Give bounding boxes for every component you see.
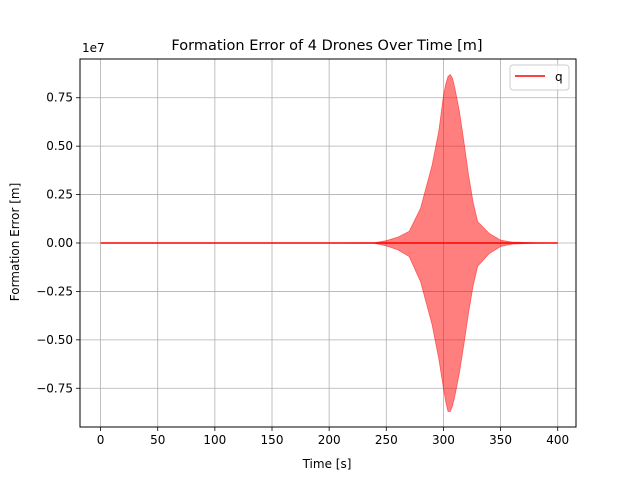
x-tick-label: 50 (150, 433, 165, 447)
y-axis-offset-label: 1e7 (82, 41, 105, 55)
y-tick-label: 0.50 (46, 139, 73, 153)
y-tick-label: 0.25 (46, 188, 73, 202)
x-axis-label: Time [s] (302, 457, 352, 471)
x-tick-label: 200 (318, 433, 341, 447)
x-tick-label: 400 (546, 433, 569, 447)
x-axis-ticks: 0 50 100 150 200 250 300 350 400 (97, 427, 569, 447)
legend-label-q: q (555, 70, 563, 84)
x-tick-label: 100 (203, 433, 226, 447)
x-tick-label: 300 (432, 433, 455, 447)
y-tick-label: −0.75 (36, 381, 73, 395)
x-tick-label: 250 (375, 433, 398, 447)
legend: q (509, 64, 570, 91)
y-axis-label: Formation Error [m] (8, 183, 22, 302)
chart-title: Formation Error of 4 Drones Over Time [m… (171, 38, 482, 54)
y-axis-ticks: −0.75 −0.50 −0.25 0.00 0.25 0.50 0.75 (36, 91, 80, 395)
x-tick-label: 350 (489, 433, 512, 447)
y-tick-label: 0.00 (46, 236, 73, 250)
legend-frame (509, 64, 570, 91)
y-tick-label: −0.25 (36, 284, 73, 298)
y-tick-label: −0.50 (36, 333, 73, 347)
x-tick-label: 0 (97, 433, 105, 447)
y-tick-label: 0.75 (46, 91, 73, 105)
x-tick-label: 150 (261, 433, 284, 447)
